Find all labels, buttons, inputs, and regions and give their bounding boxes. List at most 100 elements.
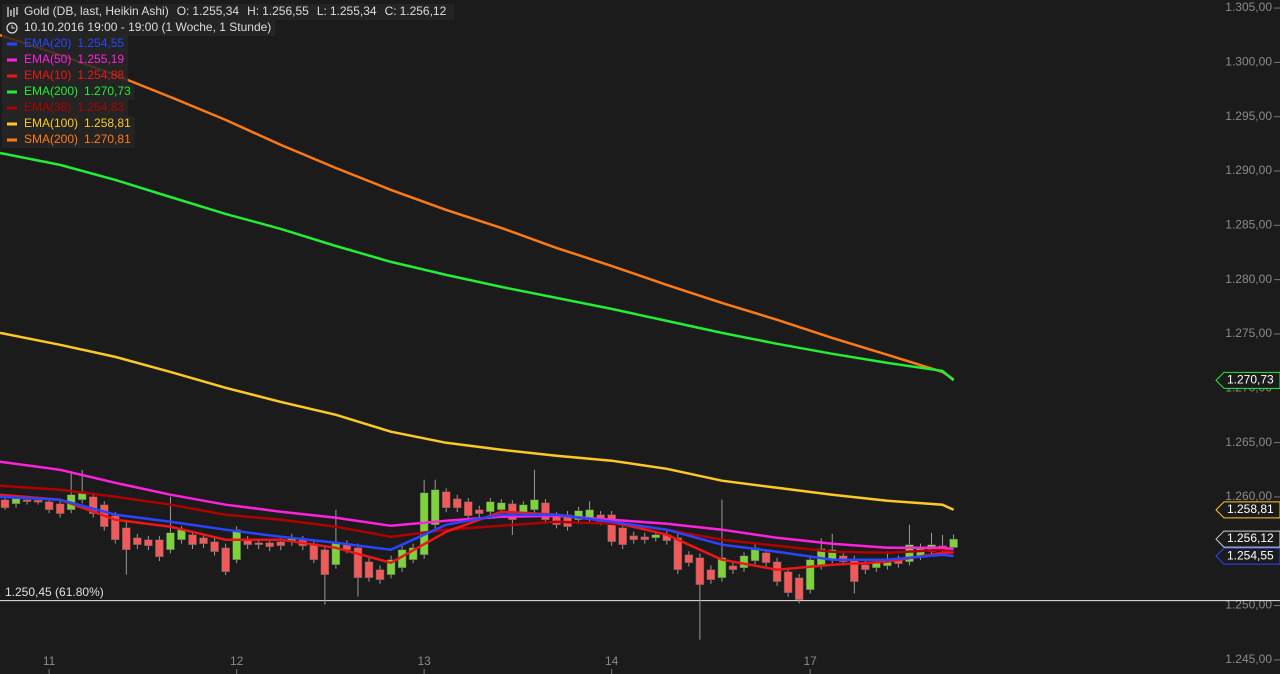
legend-row-bg <box>2 20 276 36</box>
candle-body <box>441 491 451 509</box>
candle-body <box>210 541 219 552</box>
price-tag-label: 1.270,73 <box>1227 373 1274 387</box>
candle-body <box>276 541 285 547</box>
indicator-line <box>0 460 954 551</box>
legend-row-bg <box>2 116 135 132</box>
legend-row-bg <box>2 84 135 100</box>
legend-text: 10.10.2016 19:00 - 19:00 (1 Woche, 1 Stu… <box>24 20 271 34</box>
indicator-line <box>0 493 954 571</box>
candle-body <box>11 498 21 505</box>
candle-body <box>155 539 164 558</box>
candle-body <box>199 537 208 544</box>
candle-body <box>949 538 958 548</box>
legend-row-bg <box>2 4 455 20</box>
price-tag-box <box>1215 530 1280 548</box>
price-tag-box <box>1215 547 1280 565</box>
indicator-line <box>0 151 955 382</box>
price-tag-label: 1.256,12 <box>1227 531 1274 545</box>
candle-body <box>221 547 230 573</box>
legend-text: O: <box>177 4 190 18</box>
price-tag: 1.258,81 <box>1215 501 1280 519</box>
y-tick-label: 1.285,00 <box>1225 217 1272 231</box>
candle-body <box>375 569 385 580</box>
legend-text: Gold (DB, last, Heikin Ashi) <box>24 4 169 18</box>
legend-text: 1.254,83 <box>77 100 124 114</box>
legend-text: 1.256,55 <box>262 4 309 18</box>
legend-row-bg <box>2 36 129 52</box>
candle-body <box>541 502 550 520</box>
candle-body <box>905 544 914 563</box>
price-tag-label: 1.258,81 <box>1227 502 1274 516</box>
candle-body <box>717 557 727 578</box>
legend-text: 1.255,19 <box>77 52 124 66</box>
legend-text: 1.270,73 <box>84 84 131 98</box>
clock-hands <box>11 25 15 29</box>
indicator-line <box>0 495 954 561</box>
legend: Gold (DB, last, Heikin Ashi) O: 1.255,34 H:… <box>2 4 455 148</box>
price-tag-label: 1.254,55 <box>1227 548 1274 562</box>
candle-body <box>640 536 649 540</box>
price-tag-box <box>1215 501 1280 519</box>
legend-text: EMA(200) <box>24 84 78 98</box>
price-tag: 1.254,55 <box>1215 547 1280 565</box>
candle-body <box>320 549 330 575</box>
legend-text: EMA(50) <box>24 52 71 66</box>
candle-body <box>585 509 594 519</box>
candle-body <box>44 501 54 510</box>
candle-body <box>618 527 627 545</box>
legend-text: EMA(100) <box>24 116 78 130</box>
candle-body <box>574 510 583 520</box>
candle-body <box>22 499 32 502</box>
indicator-line <box>0 484 954 555</box>
y-tick-label: 1.300,00 <box>1225 55 1272 69</box>
indicator-line <box>0 33 955 381</box>
legend-text: 1.258,81 <box>84 116 131 130</box>
candle-body <box>430 489 440 525</box>
y-tick-label: 1.245,00 <box>1225 652 1272 666</box>
x-tick-label: 13 <box>417 654 431 668</box>
legend-text: L: <box>317 4 327 18</box>
candle-body <box>144 539 153 547</box>
y-tick-label: 1.280,00 <box>1225 272 1272 286</box>
x-tick-label: 17 <box>804 654 818 668</box>
candle-body <box>55 503 65 514</box>
candle-body <box>695 557 705 585</box>
x-tick-label: 12 <box>230 654 244 668</box>
x-tick-label: 11 <box>43 654 56 668</box>
candle-body <box>0 499 10 509</box>
candle-body <box>232 529 241 560</box>
candle-body <box>88 496 98 514</box>
legend-text: 1.254,55 <box>77 36 124 50</box>
candle-body <box>166 532 175 550</box>
candle-body <box>530 499 539 510</box>
y-tick-label: 1.290,00 <box>1225 163 1272 177</box>
candle-body <box>133 537 142 545</box>
candle-body <box>265 542 274 548</box>
candle-body <box>353 547 363 578</box>
legend-text: EMA(10) <box>24 68 71 82</box>
candle-body <box>486 501 495 512</box>
y-tick-label: 1.305,00 <box>1225 0 1272 14</box>
legend-row-bg <box>2 68 129 84</box>
y-tick-label: 1.250,00 <box>1225 598 1272 612</box>
candle-body <box>684 554 694 564</box>
candle-body <box>728 565 738 570</box>
y-tick-label: 1.295,00 <box>1225 109 1272 123</box>
candle-body <box>475 509 484 514</box>
legend-text: 1.255,34 <box>330 4 377 18</box>
candle-body <box>452 498 462 509</box>
candle-body <box>861 564 870 570</box>
candle-body <box>386 559 396 575</box>
price-tag-box <box>1215 371 1280 389</box>
candle-body <box>739 555 749 569</box>
candle-body <box>188 534 197 545</box>
candle-body <box>33 499 43 503</box>
candle-body <box>706 569 716 580</box>
candle-body <box>122 527 131 550</box>
legend-text: 1.256,12 <box>400 4 447 18</box>
candle-body <box>651 534 661 539</box>
